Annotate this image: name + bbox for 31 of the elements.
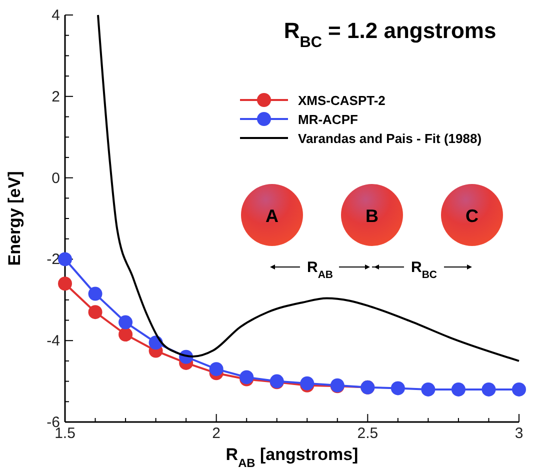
y-tick-label: -2 xyxy=(46,251,60,268)
annotation: A xyxy=(266,206,278,226)
annotation: B xyxy=(366,206,378,226)
chart-title: R$_{BC}$ = 1.2 angstroms xyxy=(284,18,496,50)
point xyxy=(421,382,436,396)
point xyxy=(482,382,496,396)
legend-label: MR-ACPF xyxy=(298,112,358,127)
x-tick-label: 3 xyxy=(514,425,524,442)
x-axis-title: R$_{AB}$ [angstroms] xyxy=(226,445,358,468)
legend-label: XMS-CASPT-2 xyxy=(298,93,386,108)
legend-label: Varandas and Pais - Fit (1988) xyxy=(298,131,482,146)
point xyxy=(390,381,405,396)
annotation: R$_{BC}$ xyxy=(410,259,438,281)
point xyxy=(451,382,466,396)
y-tick-label: 2 xyxy=(52,88,60,106)
point xyxy=(209,362,224,376)
y-tick-label: 0 xyxy=(52,170,60,187)
point xyxy=(118,315,133,330)
point xyxy=(118,327,133,342)
point xyxy=(58,252,72,266)
annotation: R$_{AB}$ xyxy=(306,259,334,281)
point xyxy=(88,286,102,301)
y-axis-title: Energy [eV] xyxy=(5,171,24,266)
annotation: C xyxy=(466,206,478,226)
point xyxy=(88,305,102,320)
x-tick-label: 2 xyxy=(212,425,221,442)
y-tick-label: -4 xyxy=(46,332,60,350)
point xyxy=(58,276,72,291)
y-tick-label: 4 xyxy=(52,7,60,24)
x-tick-label: 2.5 xyxy=(357,425,378,442)
point xyxy=(512,382,526,396)
